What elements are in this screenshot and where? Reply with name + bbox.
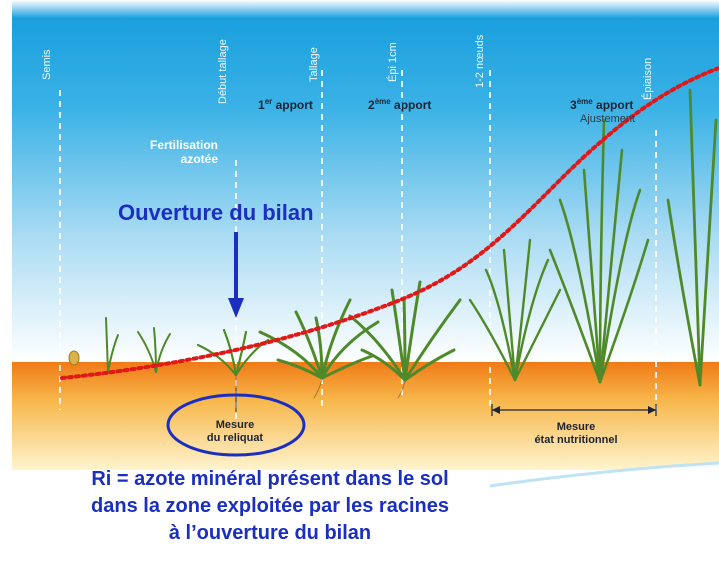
mesure-etat-label: Mesure état nutritionnel bbox=[496, 421, 656, 447]
nitrogen-demand-curve bbox=[60, 66, 719, 380]
swoosh-edge bbox=[489, 461, 719, 488]
stage-lines bbox=[59, 70, 657, 420]
apport-3-text: apport bbox=[596, 98, 634, 112]
stage-label-semis: Semis bbox=[41, 49, 53, 80]
apport-1-label: 1er apport bbox=[258, 97, 313, 112]
mesure-etat-line1: Mesure bbox=[556, 421, 596, 433]
apport-1-text: apport bbox=[275, 98, 313, 112]
stage-label-noeuds: 1-2 nœuds bbox=[474, 34, 486, 88]
plant-tallage bbox=[258, 298, 380, 380]
apport-2-text: apport bbox=[394, 98, 432, 112]
ri-line-3: à l’ouverture du bilan bbox=[168, 522, 372, 544]
ajustement-label: Ajustement bbox=[580, 113, 636, 125]
plants bbox=[68, 88, 718, 401]
plant-noeuds bbox=[468, 238, 562, 382]
mesure-reliquat-label: Mesure du reliquat bbox=[176, 419, 294, 445]
ri-definition: Ri = azote minéral présent dans le sol d… bbox=[0, 466, 540, 547]
ouverture-arrow-head bbox=[228, 298, 244, 318]
ri-line-2: dans la zone exploitée par les racines bbox=[91, 495, 449, 517]
plant-seedling bbox=[105, 317, 119, 373]
fertilisation-line1: Fertilisation bbox=[149, 138, 218, 152]
plant-edge bbox=[666, 88, 718, 387]
apport-1-num: 1 bbox=[258, 98, 265, 112]
stage-label-tallage: Tallage bbox=[308, 47, 320, 82]
apport-2-label: 2ème apport bbox=[368, 97, 431, 112]
apport-2-sup: ème bbox=[374, 97, 391, 106]
mesure-reliquat-line2: du reliquat bbox=[206, 432, 264, 444]
ouverture-du-bilan-label: Ouverture du bilan bbox=[118, 200, 314, 225]
fertilisation-label: Fertilisation azotée bbox=[110, 138, 218, 166]
mesure-etat-line2: état nutritionnel bbox=[534, 434, 618, 446]
white-swoosh bbox=[470, 462, 719, 566]
seed bbox=[68, 350, 80, 366]
ri-line-1: Ri = azote minéral présent dans le sol bbox=[91, 468, 449, 490]
stage-label-epiaison: Épiaison bbox=[642, 57, 654, 100]
soil-band bbox=[12, 362, 719, 470]
stage-label-epi: Épi 1cm bbox=[387, 42, 399, 82]
apport-2-num: 2 bbox=[368, 98, 375, 112]
apport-3-label: 3ème apport bbox=[570, 97, 633, 112]
etat-arrow-right bbox=[648, 406, 656, 414]
stage-label-debut-tallage: Début tallage bbox=[217, 39, 229, 104]
apport-1-sup: er bbox=[264, 97, 273, 106]
plant-epi bbox=[348, 280, 462, 382]
apport-3-sup: ème bbox=[576, 97, 593, 106]
etat-arrow-left bbox=[492, 406, 500, 414]
plant-small-1 bbox=[137, 327, 171, 373]
reliquat-ellipse bbox=[166, 393, 306, 457]
plant-epiaison bbox=[548, 118, 650, 384]
apport-3-num: 3 bbox=[570, 98, 577, 112]
mesure-reliquat-line1: Mesure bbox=[215, 419, 255, 431]
fertilisation-line2: azotée bbox=[180, 152, 218, 166]
